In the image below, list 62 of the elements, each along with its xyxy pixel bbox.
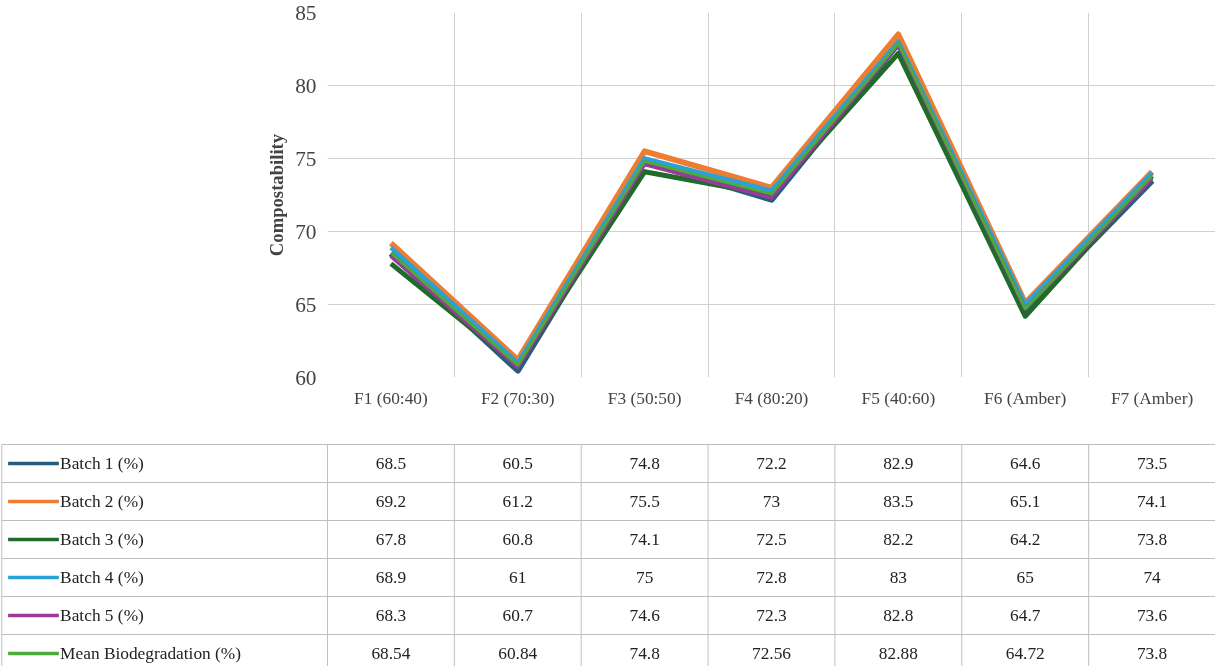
data-label: 83	[889, 568, 908, 587]
y-tick-label: 70	[295, 219, 317, 244]
x-tick-label: F4 (80:20)	[734, 388, 809, 408]
data-label: 72.8	[756, 568, 787, 587]
legend-label: Batch 4 (%)	[60, 568, 145, 587]
data-label: 72.2	[756, 454, 787, 473]
y-tick-label: 85	[295, 0, 317, 25]
legend-label: Mean Biodegradation (%)	[60, 644, 242, 663]
data-label: 73.6	[1136, 606, 1168, 625]
data-label: 74.6	[629, 606, 661, 625]
data-label: 82.88	[878, 644, 918, 663]
data-label: 74.8	[629, 454, 660, 473]
data-label: 73.8	[1136, 530, 1168, 549]
data-label: 65.1	[1010, 492, 1041, 511]
legend-label: Batch 3 (%)	[60, 530, 145, 549]
data-label: 74.1	[1136, 492, 1168, 511]
data-label: 64.72	[1005, 644, 1045, 663]
data-label: 68.5	[375, 454, 407, 473]
data-label: 68.9	[375, 568, 407, 587]
data-label: 67.8	[375, 530, 407, 549]
data-label: 72.5	[756, 530, 787, 549]
x-tick-label: F5 (40:60)	[861, 388, 936, 408]
data-label: 72.56	[752, 644, 792, 663]
data-label: 64.6	[1010, 454, 1041, 473]
data-label: 74.1	[629, 530, 660, 549]
y-tick-label: 80	[295, 73, 317, 98]
data-label: 73.8	[1136, 644, 1168, 663]
data-label: 75.5	[629, 492, 660, 511]
data-label: 82.2	[883, 530, 914, 549]
data-label: 60.84	[498, 644, 538, 663]
x-tick-label: F6 (Amber)	[984, 388, 1067, 408]
data-label: 73.5	[1136, 454, 1168, 473]
y-tick-label: 75	[295, 146, 317, 171]
data-label: 68.3	[375, 606, 407, 625]
data-label: 82.9	[883, 454, 914, 473]
data-label: 68.54	[371, 644, 411, 663]
data-label: 74.8	[629, 644, 660, 663]
data-label: 72.3	[756, 606, 787, 625]
legend-label: Batch 1 (%)	[60, 454, 145, 473]
data-label: 61.2	[502, 492, 533, 511]
data-label: 82.8	[883, 606, 914, 625]
x-tick-label: F1 (60:40)	[354, 388, 428, 408]
data-label: 74	[1143, 568, 1162, 587]
y-tick-label: 60	[295, 365, 317, 390]
x-tick-label: F7 (Amber)	[1110, 388, 1194, 408]
legend-label: Batch 5 (%)	[60, 606, 145, 625]
data-label: 60.5	[502, 454, 533, 473]
data-label: 61	[509, 568, 527, 587]
data-label: 64.2	[1010, 530, 1041, 549]
data-label: 83.5	[883, 492, 914, 511]
x-tick-label: F3 (50:50)	[607, 388, 682, 408]
x-tick-label: F2 (70:30)	[480, 388, 555, 408]
y-tick-label: 65	[295, 292, 317, 317]
data-label: 60.7	[502, 606, 534, 625]
legend-label: Batch 2 (%)	[60, 492, 145, 511]
data-label: 75	[635, 568, 654, 587]
data-label: 64.7	[1010, 606, 1041, 625]
y-axis-title: Compostability	[266, 133, 288, 257]
data-label: 73	[762, 492, 781, 511]
data-label: 65	[1016, 568, 1034, 587]
data-label: 60.8	[502, 530, 533, 549]
data-label: 69.2	[375, 492, 407, 511]
